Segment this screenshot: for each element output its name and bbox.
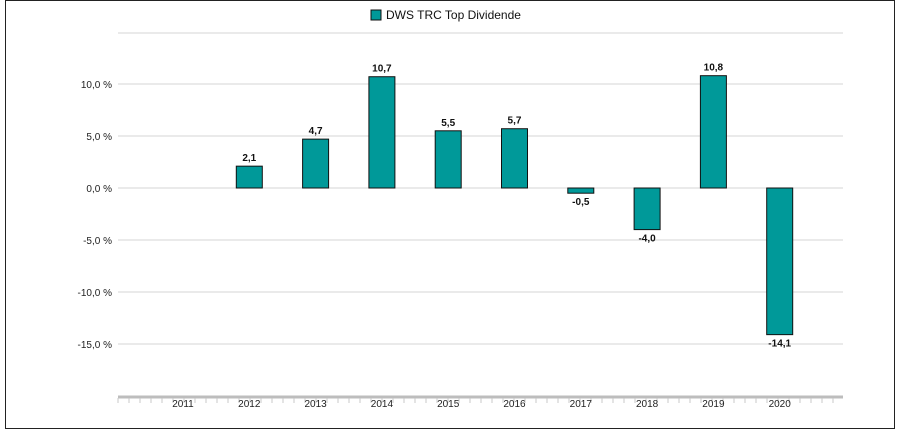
y-tick-label: -5,0 % bbox=[83, 236, 112, 247]
data-label: 5,7 bbox=[508, 116, 522, 127]
data-label: 5,5 bbox=[441, 118, 455, 129]
bar bbox=[633, 187, 661, 231]
legend-label: DWS TRC Top Dividende bbox=[386, 8, 521, 22]
data-label: 4,7 bbox=[309, 126, 323, 137]
bar bbox=[302, 138, 330, 189]
x-tick-label: 2018 bbox=[636, 399, 659, 410]
gridlines bbox=[118, 32, 843, 345]
bars bbox=[235, 75, 794, 336]
y-axis: 10,0 % 5,0 % 0,0 % -5,0 % -10,0 % -15,0 % bbox=[78, 80, 113, 351]
legend: DWS TRC Top Dividende bbox=[370, 8, 521, 22]
y-tick-label: 5,0 % bbox=[86, 132, 112, 143]
x-tick-label: 2011 bbox=[172, 399, 194, 410]
x-tick-label: 2015 bbox=[437, 399, 460, 410]
data-label: 10,8 bbox=[704, 63, 724, 74]
data-label: -4,0 bbox=[638, 234, 656, 245]
x-axis: 2011 2012 2013 2014 2015 2016 2017 2018 2019 2020 bbox=[117, 395, 843, 410]
data-label: 2,1 bbox=[242, 153, 256, 164]
x-tick-label: 2017 bbox=[570, 399, 593, 410]
bar bbox=[434, 130, 462, 189]
bar bbox=[766, 187, 794, 336]
x-tick-label: 2016 bbox=[503, 399, 526, 410]
bar bbox=[235, 165, 263, 189]
bar bbox=[368, 76, 396, 189]
y-tick-label: -15,0 % bbox=[78, 340, 113, 351]
chart-frame bbox=[5, 0, 895, 429]
y-tick-label: -10,0 % bbox=[78, 288, 113, 299]
bar bbox=[699, 75, 727, 189]
x-tick-label: 2012 bbox=[238, 399, 261, 410]
data-label: -0,5 bbox=[572, 197, 590, 208]
data-label: -14,1 bbox=[768, 339, 791, 350]
y-tick-label: 10,0 % bbox=[81, 80, 112, 91]
x-tick-label: 2020 bbox=[769, 399, 792, 410]
bar bbox=[501, 128, 528, 189]
legend-swatch bbox=[370, 9, 382, 21]
x-tick-label: 2014 bbox=[371, 399, 394, 410]
data-labels: 2,1 4,7 10,7 5,5 5,7 -0,5 -4,0 10,8 -14,1 bbox=[242, 63, 791, 350]
x-tick-label: 2013 bbox=[304, 399, 327, 410]
bar bbox=[567, 187, 595, 194]
data-label: 10,7 bbox=[372, 64, 392, 75]
y-tick-label: 0,0 % bbox=[86, 184, 112, 195]
x-tick-label: 2019 bbox=[702, 399, 725, 410]
